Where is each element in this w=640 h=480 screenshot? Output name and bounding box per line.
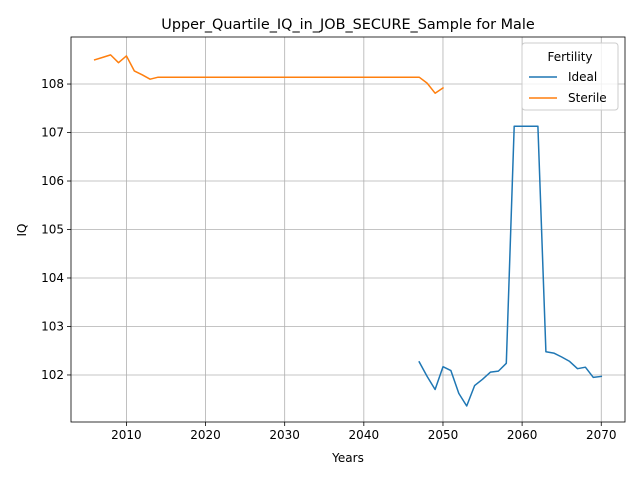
x-tick-label: 2020 [190, 428, 221, 442]
chart-title: Upper_Quartile_IQ_in_JOB_SECURE_Sample f… [161, 17, 535, 33]
y-tick-label: 106 [41, 174, 64, 188]
x-tick-label: 2060 [507, 428, 538, 442]
y-tick-label: 105 [41, 223, 64, 237]
y-axis-ticks: 102 103 104 105 106 107 108 [41, 77, 71, 382]
legend-label-sterile: Sterile [568, 91, 607, 105]
y-tick-label: 103 [41, 319, 64, 333]
legend: Fertility Ideal Sterile [522, 43, 618, 110]
x-tick-label: 2070 [586, 428, 617, 442]
y-tick-label: 107 [41, 126, 64, 140]
series-line-sterile [95, 55, 443, 93]
x-tick-label: 2040 [349, 428, 380, 442]
y-tick-label: 102 [41, 368, 64, 382]
x-axis-label: Years [331, 451, 364, 465]
y-axis-label: IQ [15, 224, 29, 237]
legend-title: Fertility [547, 50, 592, 64]
x-tick-label: 2030 [269, 428, 300, 442]
x-tick-label: 2010 [111, 428, 142, 442]
series-line-ideal [419, 126, 601, 406]
legend-label-ideal: Ideal [568, 70, 597, 84]
x-tick-label: 2050 [428, 428, 459, 442]
y-tick-label: 104 [41, 271, 64, 285]
y-tick-label: 108 [41, 77, 64, 91]
x-axis-ticks: 2010 2020 2030 2040 2050 2060 2070 [111, 422, 616, 442]
